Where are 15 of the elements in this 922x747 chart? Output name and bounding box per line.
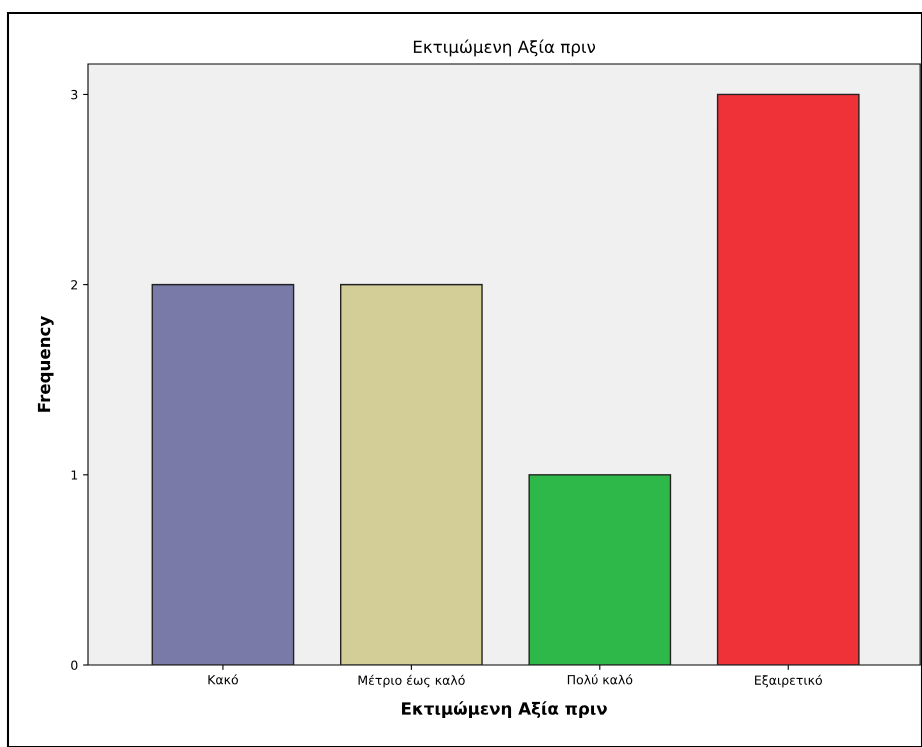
x-tick-label: Κακό bbox=[208, 674, 238, 684]
y-tick-label: 0 bbox=[71, 660, 78, 670]
x-tick-label: Μέτριο έως καλό bbox=[358, 674, 465, 688]
y-axis-title: Frequency bbox=[38, 316, 54, 412]
x-axis-title: Εκτιμώμενη Αξία πριν bbox=[402, 701, 607, 718]
bar bbox=[528, 474, 672, 665]
bar bbox=[716, 94, 860, 665]
y-tick-label: 3 bbox=[71, 90, 78, 100]
y-tick-label: 1 bbox=[72, 470, 78, 480]
chart-title: Εκτιμώμενη Αξία πριν bbox=[414, 40, 596, 56]
y-tick-label: 2 bbox=[71, 280, 78, 290]
x-tick-label: Εξαιρετικό bbox=[755, 674, 822, 688]
bar bbox=[340, 284, 483, 665]
x-tick-label: Πολύ καλό bbox=[568, 674, 632, 684]
bar bbox=[152, 284, 294, 665]
